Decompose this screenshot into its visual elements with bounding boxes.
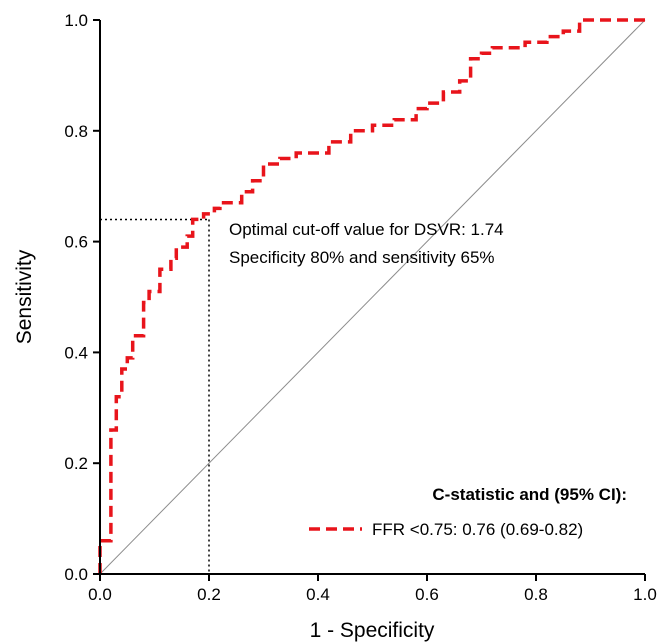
- y-tick-label: 0.4: [64, 343, 88, 362]
- cutoff-annotation-line-1: Optimal cut-off value for DSVR: 1.74: [229, 220, 504, 239]
- cutoff-annotation-line-2: Specificity 80% and sensitivity 65%: [229, 248, 495, 267]
- roc-curve-series: [98, 18, 645, 574]
- x-tick-label: 0.2: [197, 585, 221, 604]
- x-tick-label: 0.8: [524, 585, 548, 604]
- y-tick-label: 0.6: [64, 233, 88, 252]
- y-tick-label: 0.0: [64, 565, 88, 584]
- x-tick-label: 0.6: [415, 585, 439, 604]
- reference-diagonal-line: [99, 19, 646, 575]
- x-axis-ticks: 0.0 0.2 0.4 0.6 0.8 1.0: [88, 574, 657, 604]
- x-axis-title: 1 - Specificity: [310, 619, 435, 642]
- legend-entry-label: FFR <0.75: 0.76 (0.69-0.82): [372, 520, 583, 539]
- y-axis-title: Sensitivity: [13, 249, 36, 344]
- x-tick-label: 0.0: [88, 585, 112, 604]
- y-tick-label: 0.2: [64, 454, 88, 473]
- x-tick-label: 0.4: [306, 585, 330, 604]
- x-tick-label: 1.0: [633, 585, 657, 604]
- legend: C-statistic and (95% CI): FFR <0.75: 0.7…: [309, 485, 627, 539]
- y-axis-ticks: 0.0 0.2 0.4 0.6 0.8 1.0: [64, 11, 100, 584]
- legend-title: C-statistic and (95% CI):: [432, 485, 627, 504]
- y-tick-label: 1.0: [64, 11, 88, 30]
- y-tick-label: 0.8: [64, 122, 88, 141]
